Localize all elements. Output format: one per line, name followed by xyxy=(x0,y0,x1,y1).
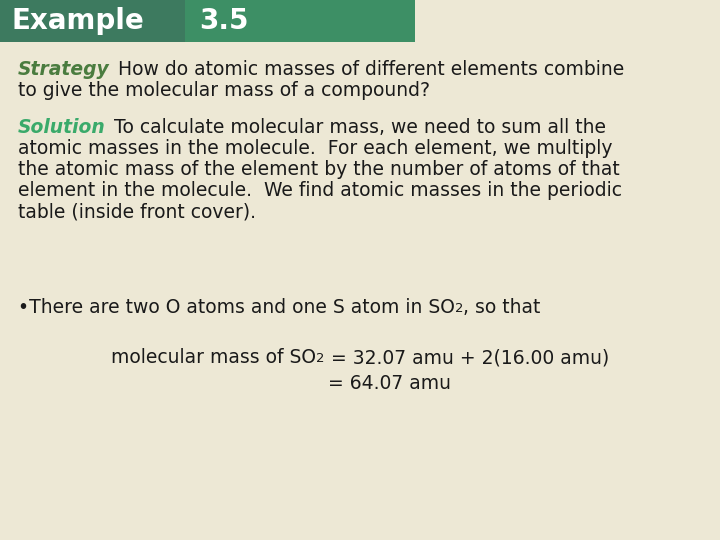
Text: To calculate molecular mass, we need to sum all the: To calculate molecular mass, we need to … xyxy=(108,118,606,137)
Text: 2: 2 xyxy=(316,352,325,365)
Text: = 32.07 amu + 2(16.00 amu): = 32.07 amu + 2(16.00 amu) xyxy=(325,348,609,367)
Text: Example: Example xyxy=(12,7,145,35)
Text: Solution: Solution xyxy=(18,118,106,137)
Text: How do atomic masses of different elements combine: How do atomic masses of different elemen… xyxy=(112,60,624,79)
FancyBboxPatch shape xyxy=(0,0,185,42)
Text: element in the molecule.  We find atomic masses in the periodic: element in the molecule. We find atomic … xyxy=(18,181,622,200)
Text: to give the molecular mass of a compound?: to give the molecular mass of a compound… xyxy=(18,81,430,100)
Text: table (inside front cover).: table (inside front cover). xyxy=(18,202,256,221)
Text: 3.5: 3.5 xyxy=(199,7,248,35)
Text: = 64.07 amu: = 64.07 amu xyxy=(328,374,451,393)
FancyBboxPatch shape xyxy=(185,0,415,42)
Text: 2: 2 xyxy=(455,302,464,315)
Text: molecular mass of SO: molecular mass of SO xyxy=(111,348,316,367)
Text: atomic masses in the molecule.  For each element, we multiply: atomic masses in the molecule. For each … xyxy=(18,139,613,158)
Text: the atomic mass of the element by the number of atoms of that: the atomic mass of the element by the nu… xyxy=(18,160,620,179)
Text: , so that: , so that xyxy=(464,298,541,317)
Text: Strategy: Strategy xyxy=(18,60,109,79)
Text: •There are two O atoms and one S atom in SO: •There are two O atoms and one S atom in… xyxy=(18,298,455,317)
